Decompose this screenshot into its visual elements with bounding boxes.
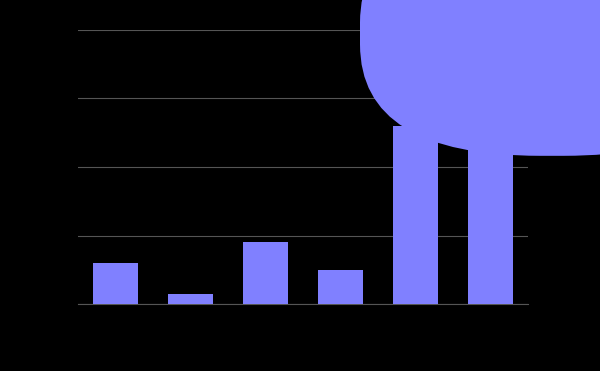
Bar: [168, 294, 213, 304]
Bar: [393, 126, 438, 304]
Bar: [468, 81, 513, 304]
Bar: [243, 243, 288, 304]
Bar: [93, 263, 138, 304]
Bar: [318, 270, 363, 304]
